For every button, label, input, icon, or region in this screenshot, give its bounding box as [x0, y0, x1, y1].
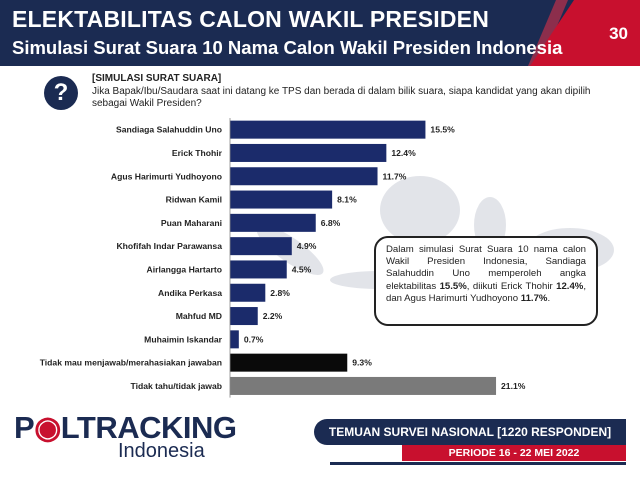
callout-text-3: , dan Agus Harimurti Yudhoyono: [386, 280, 586, 304]
logo-target-icon: ◉: [34, 410, 61, 445]
callout-value-2: 12.4%: [556, 280, 584, 292]
page-number: 30: [609, 24, 628, 43]
question-mark-icon: ?: [44, 76, 78, 110]
category-label: Puan Maharani: [161, 218, 222, 228]
category-label: Agus Harimurti Yudhoyono: [111, 171, 222, 181]
callout-value-1: 15.5%: [439, 280, 467, 292]
value-label: 15.5%: [430, 125, 455, 135]
bar: [230, 167, 378, 186]
poltracking-logo: P◉LTRACKING Indonesia: [14, 410, 237, 466]
value-label: 4.5%: [292, 264, 312, 274]
bar: [230, 330, 239, 349]
callout-value-3: 11.7%: [520, 292, 548, 304]
category-label: Tidak tahu/tidak jawab: [130, 381, 222, 391]
logo-wordmark: P◉LTRACKING: [14, 410, 237, 445]
page-subtitle: Simulasi Surat Suara 10 Nama Calon Wakil…: [12, 37, 563, 58]
bar: [230, 376, 497, 395]
value-label: 12.4%: [391, 148, 416, 158]
summary-callout: Dalam simulasi Surat Suara 10 nama calon…: [374, 236, 598, 326]
category-label: Airlangga Hartarto: [147, 264, 222, 274]
category-label: Muhaimin Iskandar: [144, 334, 222, 344]
bar: [230, 120, 426, 139]
category-label: Ridwan Kamil: [166, 195, 222, 205]
category-label: Tidak mau menjawab/merahasiakan jawaban: [40, 358, 222, 368]
bar: [230, 283, 266, 302]
survey-info-banner: TEMUAN SURVEI NASIONAL [1220 RESPONDEN]: [314, 419, 626, 445]
category-label: Khofifah Indar Parawansa: [116, 241, 222, 251]
bar: [230, 190, 333, 209]
question-text: Jika Bapak/Ibu/Saudara saat ini datang k…: [92, 86, 591, 109]
page-title: ELEKTABILITAS CALON WAKIL PRESIDEN: [12, 6, 490, 32]
value-label: 4.9%: [297, 241, 317, 251]
bar: [230, 260, 287, 279]
bar: [230, 307, 258, 326]
value-label: 11.7%: [383, 171, 407, 181]
bar: [230, 353, 348, 372]
logo-subtitle: Indonesia: [118, 440, 205, 462]
callout-text-2: , diikuti Erick Thohir: [466, 280, 557, 292]
value-label: 2.8%: [270, 288, 290, 298]
category-label: Erick Thohir: [172, 148, 223, 158]
bar: [230, 143, 387, 162]
bar-chart: Sandiaga Salahuddin Uno 15.5% Erick Thohir…: [40, 118, 526, 398]
value-label: 21.1%: [501, 381, 526, 391]
value-label: 8.1%: [337, 195, 357, 205]
value-label: 9.3%: [352, 358, 372, 368]
callout-text-4: .: [547, 292, 551, 304]
category-label: Andika Perkasa: [158, 288, 222, 298]
value-label: 2.2%: [263, 311, 283, 321]
category-label: Mahfud MD: [176, 311, 222, 321]
footer-divider: [330, 462, 626, 465]
value-label: 0.7%: [244, 334, 264, 344]
category-label: Sandiaga Salahuddin Uno: [116, 125, 222, 135]
survey-period-banner: PERIODE 16 - 22 MEI 2022: [402, 445, 626, 461]
bar: [230, 237, 292, 256]
value-label: 6.8%: [321, 218, 341, 228]
header-banner: ELEKTABILITAS CALON WAKIL PRESIDEN Simul…: [0, 0, 640, 66]
question-label: [SIMULASI SURAT SUARA]: [92, 73, 222, 84]
bar: [230, 213, 316, 232]
callout-text-1: Dalam simulasi Surat Suara 10 nama calon…: [386, 244, 586, 292]
